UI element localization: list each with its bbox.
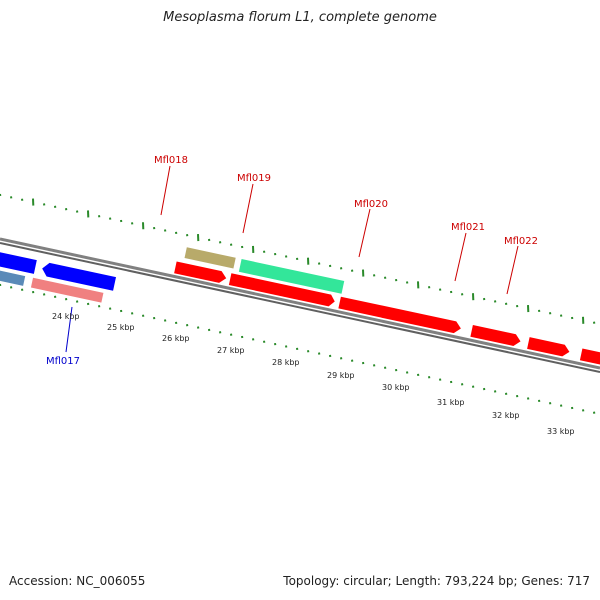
backbone-line-outer bbox=[0, 237, 600, 370]
outer-tick-track bbox=[0, 193, 596, 324]
inner-tick-track bbox=[0, 283, 596, 414]
gene-mfl019-arrow[interactable] bbox=[228, 273, 336, 307]
label-mfl020[interactable]: Mfl020 bbox=[354, 199, 388, 210]
leader-mfl020 bbox=[358, 208, 371, 258]
tick-label-25: 25 kbp bbox=[107, 323, 135, 332]
gene-mfl022-arrow[interactable] bbox=[527, 337, 571, 358]
label-mfl019[interactable]: Mfl019 bbox=[237, 173, 271, 184]
label-mfl021[interactable]: Mfl021 bbox=[451, 222, 485, 233]
accession-label: Accession: NC_006055 bbox=[9, 574, 146, 588]
leader-mfl019 bbox=[242, 183, 254, 234]
gene-mfl018-arrow[interactable] bbox=[174, 261, 227, 284]
gene-blue-lower-left[interactable] bbox=[0, 267, 26, 286]
gene-mfl016-arrow[interactable] bbox=[0, 249, 37, 274]
tick-label-27: 27 kbp bbox=[217, 346, 245, 355]
teal-feature[interactable] bbox=[238, 259, 345, 294]
tick-label-24: 24 kbp bbox=[52, 312, 80, 321]
backbone-line-inner bbox=[0, 242, 600, 373]
label-mfl017[interactable]: Mfl017 bbox=[46, 356, 80, 367]
tick-label-32: 32 kbp bbox=[492, 411, 520, 420]
tick-label-29: 29 kbp bbox=[327, 371, 355, 380]
tick-label-26: 26 kbp bbox=[162, 334, 190, 343]
label-leaders bbox=[65, 165, 519, 353]
genome-summary: Topology: circular; Length: 793,224 bp; … bbox=[283, 574, 590, 588]
olive-feature[interactable] bbox=[184, 247, 236, 269]
gene-mfl020-arrow[interactable] bbox=[338, 296, 462, 335]
tick-label-33: 33 kbp bbox=[547, 427, 575, 436]
label-mfl018[interactable]: Mfl018 bbox=[154, 155, 188, 166]
label-mfl022[interactable]: Mfl022 bbox=[504, 236, 538, 247]
gene-mfl023-arrow[interactable] bbox=[579, 348, 600, 374]
feature-layer bbox=[0, 247, 600, 374]
pink-feature[interactable] bbox=[30, 277, 104, 303]
leader-mfl018 bbox=[160, 165, 171, 216]
leader-mfl022 bbox=[506, 245, 519, 295]
tick-label-30: 30 kbp bbox=[382, 383, 410, 392]
gene-mfl021-arrow[interactable] bbox=[470, 324, 521, 347]
map-title: Mesoplasma florum L1, complete genome bbox=[163, 10, 437, 25]
tick-label-28: 28 kbp bbox=[272, 358, 300, 367]
leader-mfl017 bbox=[65, 306, 73, 353]
gene-mfl017-arrow[interactable] bbox=[41, 262, 117, 291]
leader-mfl021 bbox=[454, 232, 467, 282]
tick-label-31: 31 kbp bbox=[437, 398, 465, 407]
